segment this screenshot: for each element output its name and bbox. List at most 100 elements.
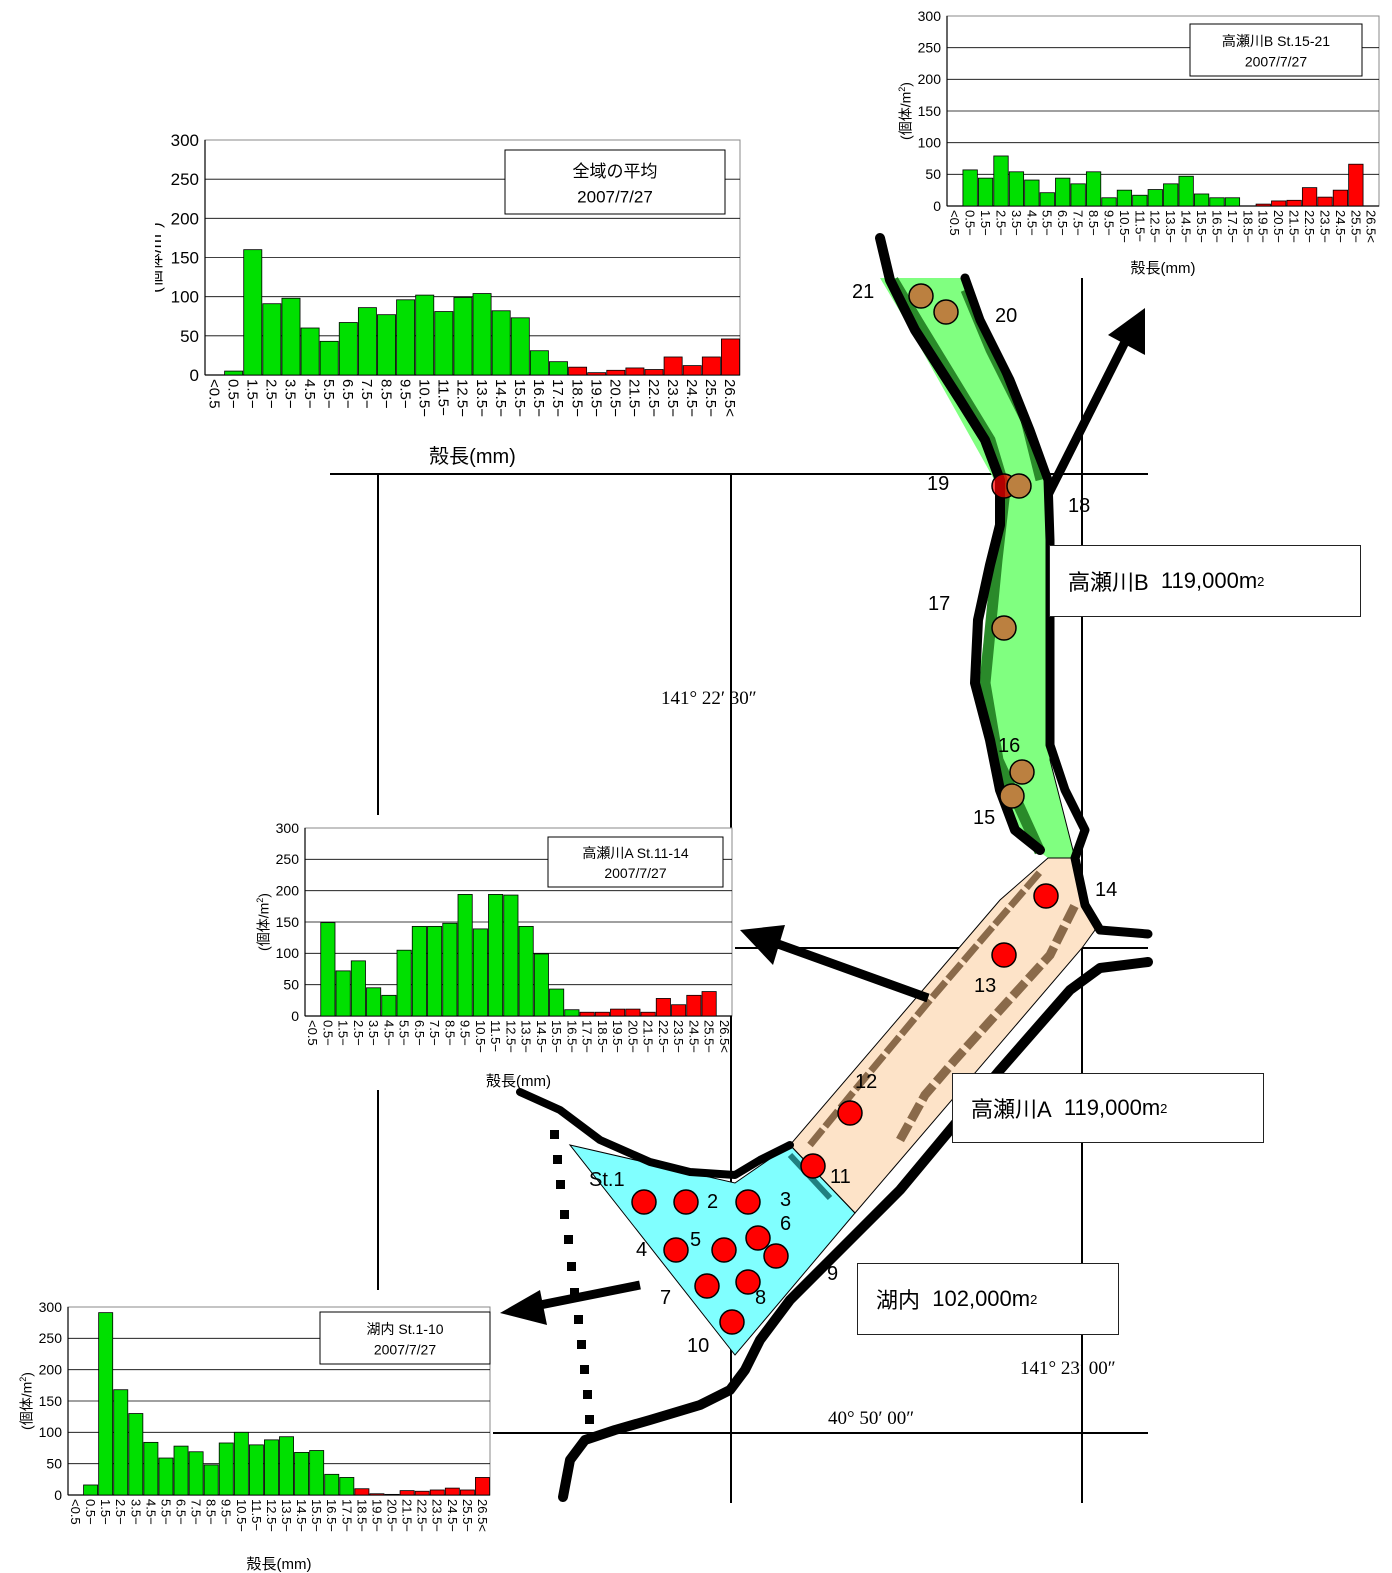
x-tick-label: 21.5− [626,379,643,417]
channel-dot [574,1315,583,1324]
chart-date: 2007/7/27 [577,187,653,206]
bar [549,988,565,1017]
y-axis-label-sup: 2 [18,1377,28,1382]
x-tick-label: <0.5 [947,210,962,236]
x-tick-label: 14.5− [492,379,509,417]
bar [384,1493,400,1496]
bar [671,1004,687,1017]
chart-overall: 0 50 100 150 200 250 300 <0.5 0.5− 1.5− 2.5− 3.5− 4.… [155,122,745,467]
channel-dot [580,1365,589,1374]
y-axis-label-sup: 2 [155,228,157,234]
bar [350,960,366,1017]
x-tick-label: 1.5− [978,210,993,236]
bar [1224,197,1241,207]
chart-date: 2007/7/27 [1245,54,1307,70]
bar [396,949,412,1017]
bar [224,370,244,376]
x-tick-label: 18.5− [1240,210,1255,243]
x-tick-label: 23.5− [664,379,681,417]
chart-title: 全域の平均 [573,162,658,181]
x-tick-label: 14.5− [534,1020,549,1053]
station-label-21: 21 [852,281,875,303]
bar [475,1477,490,1496]
x-tick-label: 12.5− [1148,210,1163,243]
bar [1163,183,1179,207]
bar [1193,193,1210,207]
x-tick-label: 3.5− [282,379,299,409]
chart-svg: 0 50 100 150 200 250 300 <0.5 0.5− 1.5− 2.5− 3.5− 4.… [897,8,1380,277]
x-tick-label: 23.5− [671,1020,686,1053]
x-tick-label: <0.5 [205,379,222,409]
stations [631,283,1059,1335]
bar [1085,171,1102,207]
bar [188,1451,204,1496]
bar [1132,194,1148,207]
bar [262,303,282,376]
x-tick-label: 25.5− [460,1499,475,1532]
channel-dot [577,1340,586,1349]
station-label-13: 13 [974,975,997,997]
x-tick-label: 8.5− [442,1020,457,1046]
x-tick-label: 4.5− [381,1020,396,1046]
bar [399,1490,415,1496]
bar [324,1473,340,1496]
bar [396,299,416,376]
x-tick-label: <0.5 [68,1499,83,1525]
chart-date: 2007/7/27 [374,1342,436,1358]
y-tick-label: 50 [180,327,199,346]
y-tick-label: 50 [46,1456,62,1472]
x-tick-label: 7.5− [189,1499,204,1525]
station-marker [1006,473,1032,499]
y-axis-label-end: ) [256,893,272,898]
station-label-7: 7 [660,1287,672,1309]
station-label-2: 2 [707,1191,719,1213]
arrow-head [1108,308,1145,355]
channel-dot [585,1415,594,1424]
x-tick-label: 18.5− [595,1020,610,1053]
bar [606,369,626,376]
x-tick-label: 0.5− [224,379,241,409]
x-tick-label: 15.5− [1194,210,1209,243]
shoreline [558,957,1153,1502]
station-marker [735,1269,761,1295]
bar [203,1464,219,1496]
chart-river-b: 0 50 100 150 200 250 300 <0.5 0.5− 1.5− 2.5− 3.5− 4.… [895,2,1385,277]
chart-title: 高瀬川A St.11-14 [582,845,689,861]
x-tick-label: 19.5− [1256,210,1271,243]
x-tick-label: 16.5− [564,1020,579,1053]
bar [320,922,336,1017]
x-tick-label: 15.5− [549,1020,564,1053]
station-label-8: 8 [755,1287,767,1309]
y-tick-label: 0 [291,1008,299,1024]
x-tick-label: 5.5− [397,1020,412,1046]
x-tick-label: 21.5− [641,1020,656,1053]
bar [1070,183,1086,207]
station-label-15: 15 [973,807,996,829]
arrow-head [740,925,785,965]
y-tick-label: 100 [918,135,942,151]
area-name: 高瀬川B [1068,570,1149,595]
x-tick-label: 7.5− [1071,210,1086,236]
bar [1317,196,1333,207]
station-label-6: 6 [780,1213,792,1235]
y-tick-label: 50 [283,977,299,993]
bar [977,177,994,207]
x-tick-label: 20.5− [384,1499,399,1532]
river-a-area [790,858,1095,1213]
x-tick-label: 20.5− [607,379,624,417]
bar [564,1009,580,1017]
x-tick-label: 23.5− [1317,210,1332,243]
x-tick-label: 22.5− [656,1020,671,1053]
x-tick-label: 25.5− [1348,210,1363,243]
bar [686,994,702,1017]
bar [338,322,358,376]
x-tick-label: 0.5− [320,1020,335,1046]
y-tick-label: 0 [933,198,941,214]
bar [1008,171,1025,207]
bar [377,314,396,376]
bar [319,340,339,376]
station-marker [631,1189,657,1215]
y-tick-label: 150 [918,103,942,119]
bar [248,1444,264,1496]
channel-dot [550,1130,559,1139]
